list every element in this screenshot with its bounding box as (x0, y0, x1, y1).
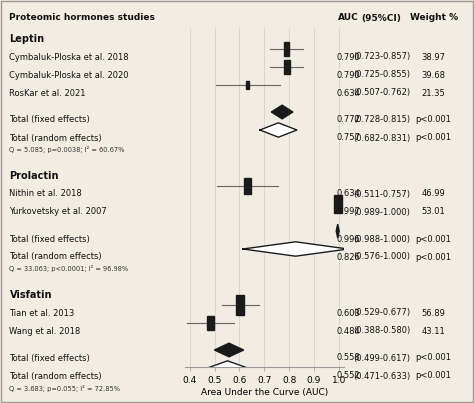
Text: (0.499-0.617): (0.499-0.617) (353, 353, 410, 363)
Text: Nithin et al. 2018: Nithin et al. 2018 (9, 189, 82, 199)
Bar (208, 316, 214, 330)
Text: Wang et al. 2018: Wang et al. 2018 (9, 326, 81, 336)
Text: Weight %: Weight % (410, 13, 458, 23)
Text: Q = 5.085; p=0.0038; I² = 60.67%: Q = 5.085; p=0.0038; I² = 60.67% (9, 147, 125, 154)
Text: (0.728-0.815): (0.728-0.815) (353, 116, 410, 125)
Text: (0.507-0.762): (0.507-0.762) (353, 89, 410, 98)
Text: 21.35: 21.35 (422, 89, 446, 98)
Text: AUC: AUC (338, 13, 359, 23)
Text: Q = 33.063; p<0.0001; I² = 96.98%: Q = 33.063; p<0.0001; I² = 96.98% (9, 266, 128, 272)
Text: 0.772: 0.772 (337, 116, 360, 125)
Polygon shape (208, 361, 247, 375)
Text: 46.99: 46.99 (422, 189, 446, 199)
Text: (0.511-0.757): (0.511-0.757) (353, 189, 410, 199)
Text: Total (random effects): Total (random effects) (9, 372, 102, 380)
Text: Proteomic hormones studies: Proteomic hormones studies (9, 13, 155, 23)
Text: 0.634: 0.634 (337, 89, 360, 98)
Text: 43.11: 43.11 (422, 326, 446, 336)
Text: Total (fixed effects): Total (fixed effects) (9, 353, 90, 363)
Text: 0.997: 0.997 (337, 208, 360, 216)
Bar (283, 42, 290, 56)
Text: 39.68: 39.68 (422, 71, 446, 79)
Text: Q = 3.683; p=0.055; I² = 72.85%: Q = 3.683; p=0.055; I² = 72.85% (9, 384, 120, 391)
Polygon shape (260, 123, 297, 137)
Text: 0.552: 0.552 (337, 372, 360, 380)
Text: Visfatin: Visfatin (9, 290, 52, 300)
Text: (95%CI): (95%CI) (362, 13, 401, 23)
Text: 0.603: 0.603 (337, 309, 360, 318)
Text: 38.97: 38.97 (422, 52, 446, 62)
Text: 53.01: 53.01 (422, 208, 446, 216)
Text: p<0.001: p<0.001 (416, 116, 452, 125)
Text: (0.388-0.580): (0.388-0.580) (353, 326, 410, 336)
Text: 0.826: 0.826 (337, 253, 360, 262)
Text: Yurkovetsky et al. 2007: Yurkovetsky et al. 2007 (9, 208, 107, 216)
Text: Tian et al. 2013: Tian et al. 2013 (9, 309, 75, 318)
Text: Total (random effects): Total (random effects) (9, 133, 102, 143)
Text: p<0.001: p<0.001 (416, 133, 452, 143)
Bar (245, 178, 251, 194)
Text: Total (random effects): Total (random effects) (9, 253, 102, 262)
Bar (246, 81, 249, 89)
Text: (0.725-0.855): (0.725-0.855) (353, 71, 410, 79)
Bar (283, 60, 290, 74)
Text: (0.529-0.677): (0.529-0.677) (353, 309, 410, 318)
Text: 0.790: 0.790 (337, 71, 360, 79)
Polygon shape (214, 343, 244, 357)
X-axis label: Area Under the Curve (AUC): Area Under the Curve (AUC) (201, 388, 328, 397)
Text: Total (fixed effects): Total (fixed effects) (9, 116, 90, 125)
Bar (236, 295, 245, 315)
Text: (0.989-1.000): (0.989-1.000) (353, 208, 410, 216)
Text: (0.682-0.831): (0.682-0.831) (353, 133, 410, 143)
Bar (334, 195, 342, 213)
Text: (0.723-0.857): (0.723-0.857) (353, 52, 410, 62)
Text: Leptin: Leptin (9, 34, 45, 44)
Text: 0.996: 0.996 (337, 235, 360, 243)
Text: p<0.001: p<0.001 (416, 353, 452, 363)
Text: p<0.001: p<0.001 (416, 372, 452, 380)
Text: 0.757: 0.757 (337, 133, 360, 143)
Text: 56.89: 56.89 (422, 309, 446, 318)
Polygon shape (271, 105, 293, 119)
Text: Total (fixed effects): Total (fixed effects) (9, 235, 90, 243)
Text: (0.471-0.633): (0.471-0.633) (353, 372, 410, 380)
Text: Prolactin: Prolactin (9, 171, 59, 181)
Text: 0.634: 0.634 (337, 189, 360, 199)
Text: 0.558: 0.558 (337, 353, 360, 363)
Text: 0.790: 0.790 (337, 52, 360, 62)
Text: Cymbaluk-Ploska et al. 2018: Cymbaluk-Ploska et al. 2018 (9, 52, 129, 62)
Text: RosKar et al. 2021: RosKar et al. 2021 (9, 89, 86, 98)
Polygon shape (243, 242, 348, 256)
Text: (0.576-1.000): (0.576-1.000) (353, 253, 410, 262)
Text: p<0.001: p<0.001 (416, 235, 452, 243)
Text: 0.484: 0.484 (337, 326, 360, 336)
Text: p<0.001: p<0.001 (416, 253, 452, 262)
Text: (0.988-1.000): (0.988-1.000) (353, 235, 410, 243)
Text: Cymbaluk-Ploska et al. 2020: Cymbaluk-Ploska et al. 2020 (9, 71, 129, 79)
Polygon shape (336, 224, 339, 238)
